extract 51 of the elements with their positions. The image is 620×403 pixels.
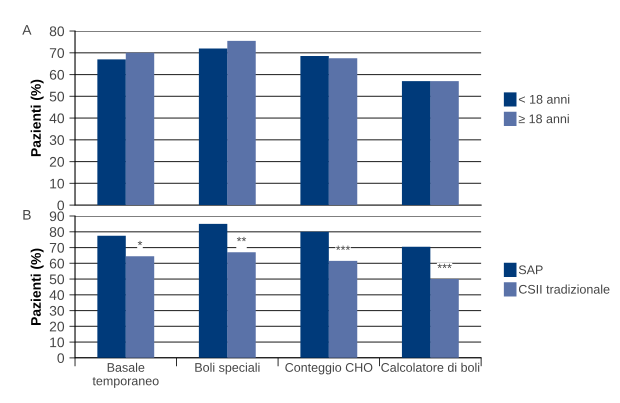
annotation: *** xyxy=(437,264,452,268)
annotation: * xyxy=(138,240,142,246)
text: A xyxy=(22,25,32,35)
y-tick-label: 20 xyxy=(50,156,64,167)
bar xyxy=(300,56,329,206)
y-tick-label: 40 xyxy=(49,290,64,300)
bar xyxy=(328,58,358,206)
bar xyxy=(430,279,459,358)
y-tick-label: 50 xyxy=(50,274,64,284)
y-tick-label: 30 xyxy=(50,135,64,146)
bar xyxy=(198,224,228,358)
y-tick-label: 0 xyxy=(57,353,64,364)
y-tick-label: 80 xyxy=(50,26,64,36)
x-tick-label: Basale temporaneo xyxy=(92,362,159,388)
y-tick-label: 10 xyxy=(50,178,64,189)
bar xyxy=(97,236,126,358)
legend-label: ≥ 18 anni xyxy=(518,114,569,124)
annotation: *** xyxy=(336,246,350,250)
y-tick-label: 40 xyxy=(49,113,64,124)
y-tick-label: 50 xyxy=(50,92,64,102)
bar xyxy=(227,252,256,358)
text: SAP xyxy=(518,265,543,274)
y-axis-title: Pazienti (%) xyxy=(30,80,44,156)
x-tick-label: Boli speciali xyxy=(195,362,260,374)
y-tick-label: 30 xyxy=(50,306,64,316)
bar xyxy=(126,256,154,358)
bar xyxy=(97,59,126,206)
bar xyxy=(430,81,459,206)
bar xyxy=(126,52,154,206)
annotation: ** xyxy=(236,236,246,242)
y-tick-label: 20 xyxy=(50,322,64,332)
bar xyxy=(402,246,430,358)
bar xyxy=(227,40,256,206)
text: CSII tradizionale xyxy=(518,284,610,294)
x-tick-label: Conteggio CHO xyxy=(285,362,372,374)
text: B xyxy=(23,210,31,220)
y-axis-title: Pazienti (%) xyxy=(30,248,44,325)
bar xyxy=(328,260,358,358)
y-tick-label: 60 xyxy=(50,258,64,268)
legend-label: < 18 anni xyxy=(518,94,570,104)
y-tick-label: 0 xyxy=(57,200,64,210)
y-tick-label: 10 xyxy=(50,337,64,348)
y-tick-label: 70 xyxy=(50,48,64,58)
bar xyxy=(402,81,430,206)
x-tick-label: Calcolatore di boli xyxy=(381,362,480,372)
y-tick-label: 90 xyxy=(50,211,64,222)
bar xyxy=(198,48,228,206)
y-tick-label: 80 xyxy=(50,227,64,237)
y-tick-label: 70 xyxy=(50,242,64,253)
bar xyxy=(300,232,329,358)
y-tick-label: 60 xyxy=(50,70,64,80)
